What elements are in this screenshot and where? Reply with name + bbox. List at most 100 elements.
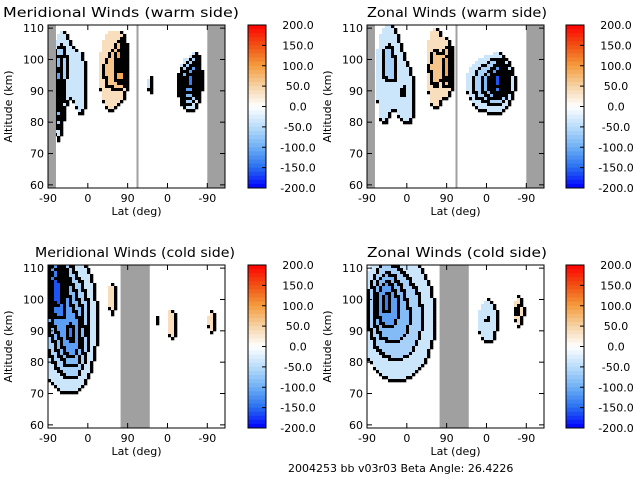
plot-area <box>367 25 544 188</box>
x-tick-label: -90 <box>358 192 376 205</box>
x-tick-label: 0 <box>84 432 91 445</box>
plot-frame <box>47 24 226 189</box>
colorbar-tick-label: 150.0 <box>282 39 314 52</box>
x-tick-label: 90 <box>440 432 454 445</box>
colorbar-tick-label: -100.0 <box>280 141 315 154</box>
x-axis-label: Lat (deg) <box>112 205 162 218</box>
colorbar-tick-label: -150.0 <box>280 162 315 175</box>
y-tick-label: 60 <box>30 419 44 432</box>
colorbar-tick-label: 150.0 <box>282 279 314 292</box>
colorbar-tick-label: 0.0 <box>607 101 625 114</box>
x-tick-label: 90 <box>440 192 454 205</box>
y-tick-label: 100 <box>23 293 44 306</box>
colorbar-tick-label: -100.0 <box>598 381 633 394</box>
x-axis-label: Lat (deg) <box>431 205 481 218</box>
colorbar-tick-label: 0.0 <box>607 341 625 354</box>
y-tick-label: 110 <box>23 262 44 275</box>
y-tick-label: 70 <box>30 148 44 161</box>
x-axis-label: Lat (deg) <box>112 445 162 458</box>
chart-panel-3: Meridional Winds (cold side) 60 70 80 90 100 1… <box>2 246 316 458</box>
no-data-mask <box>120 265 150 428</box>
x-tick-label: -90 <box>198 192 216 205</box>
colorbar: 200.0 150.0 100.0 50.0 0.0 -50.0 -100.0 -150.0 -… <box>247 259 316 435</box>
y-tick-label: 90 <box>349 325 363 338</box>
x-tick-label: 0 <box>164 192 171 205</box>
y-tick-label: 70 <box>349 148 363 161</box>
colorbar: 200.0 150.0 100.0 50.0 0.0 -50.0 -100.0 -150.0 -… <box>247 19 316 195</box>
colorbar-tick-label: 200.0 <box>600 259 632 272</box>
x-tick-label: -90 <box>517 192 535 205</box>
no-data-mask <box>136 25 139 188</box>
colorbar-tick-label: -150.0 <box>598 402 633 415</box>
colorbar-tick-label: 50.0 <box>286 80 311 93</box>
colorbar-tick-label: 100.0 <box>600 300 632 313</box>
plot-area <box>48 25 225 188</box>
colorbar-tick-label: -200.0 <box>598 182 633 195</box>
x-tick-label: -90 <box>517 432 535 445</box>
colorbar-tick-label: 50.0 <box>286 320 311 333</box>
plot-area <box>367 265 544 428</box>
colorbar-tick-label: -100.0 <box>598 141 633 154</box>
chart-panel-1: Meridional Winds (warm side) 60 70 80 90 100 1… <box>2 6 316 218</box>
y-axis-label: Altitude (km) <box>2 70 15 142</box>
y-tick-label: 100 <box>342 53 363 66</box>
no-data-mask <box>526 25 544 188</box>
colorbar-tick-label: 0.0 <box>289 341 307 354</box>
colorbar-tick-label: -50.0 <box>602 361 630 374</box>
colorbar: 200.0 150.0 100.0 50.0 0.0 -50.0 -100.0 -150.0 -… <box>565 19 634 195</box>
y-tick-label: 80 <box>349 356 363 369</box>
no-data-mask <box>439 265 469 428</box>
colorbar-tick-label: -200.0 <box>598 422 633 435</box>
colorbar-tick-label: 50.0 <box>604 320 629 333</box>
colorbar-tick-label: 200.0 <box>282 19 314 32</box>
x-tick-label: 0 <box>84 192 91 205</box>
no-data-mask <box>455 25 458 188</box>
colorbar-tick-label: 150.0 <box>600 279 632 292</box>
y-axis-label: Altitude (km) <box>321 70 334 142</box>
y-tick-label: 110 <box>342 22 363 35</box>
plot-frame <box>47 264 226 429</box>
colorbar-tick-label: -50.0 <box>284 121 312 134</box>
colorbar-tick-label: 150.0 <box>600 39 632 52</box>
x-tick-label: 0 <box>403 432 410 445</box>
x-tick-label: -90 <box>358 432 376 445</box>
y-tick-label: 80 <box>349 116 363 129</box>
y-tick-label: 100 <box>23 53 44 66</box>
x-tick-label: 0 <box>164 432 171 445</box>
x-tick-label: -90 <box>39 192 57 205</box>
x-tick-label: -90 <box>198 432 216 445</box>
chart-title: Meridional Winds (warm side) <box>3 6 239 21</box>
y-tick-label: 70 <box>349 388 363 401</box>
x-axis-label: Lat (deg) <box>431 445 481 458</box>
x-tick-label: 90 <box>121 432 135 445</box>
chart-panel-2: Zonal Winds (warm side) 60 70 80 90 100 110 Alt… <box>321 6 634 218</box>
y-tick-label: 110 <box>23 22 44 35</box>
colorbar-tick-label: 100.0 <box>282 300 314 313</box>
footer-caption: 2004253 bb v03r03 Beta Angle: 26.4226 <box>288 462 513 475</box>
y-tick-label: 60 <box>349 179 363 192</box>
chart-title: Meridional Winds (cold side) <box>35 246 235 261</box>
y-tick-label: 60 <box>349 419 363 432</box>
x-tick-label: 0 <box>483 432 490 445</box>
colorbar-tick-label: 100.0 <box>600 60 632 73</box>
no-data-mask <box>367 25 375 188</box>
colorbar-tick-label: -150.0 <box>280 402 315 415</box>
colorbar-tick-label: 0.0 <box>289 101 307 114</box>
x-tick-label: 90 <box>121 192 135 205</box>
y-axis-label: Altitude (km) <box>321 310 334 382</box>
y-tick-label: 110 <box>342 262 363 275</box>
colorbar-tick-label: 200.0 <box>600 19 632 32</box>
y-tick-label: 90 <box>30 85 44 98</box>
colorbar-tick-label: -200.0 <box>280 422 315 435</box>
chart-title: Zonal Winds (cold side) <box>367 246 547 261</box>
x-tick-label: 0 <box>403 192 410 205</box>
colorbar-tick-label: 200.0 <box>282 259 314 272</box>
colorbar-tick-label: -200.0 <box>280 182 315 195</box>
chart-title: Zonal Winds (warm side) <box>367 6 547 21</box>
y-tick-label: 100 <box>342 293 363 306</box>
colorbar: 200.0 150.0 100.0 50.0 0.0 -50.0 -100.0 -150.0 -… <box>565 259 634 435</box>
colorbar-tick-label: -50.0 <box>284 361 312 374</box>
chart-panel-4: Zonal Winds (cold side) 60 70 80 90 100 110 Alt… <box>321 246 634 458</box>
y-tick-label: 90 <box>30 325 44 338</box>
